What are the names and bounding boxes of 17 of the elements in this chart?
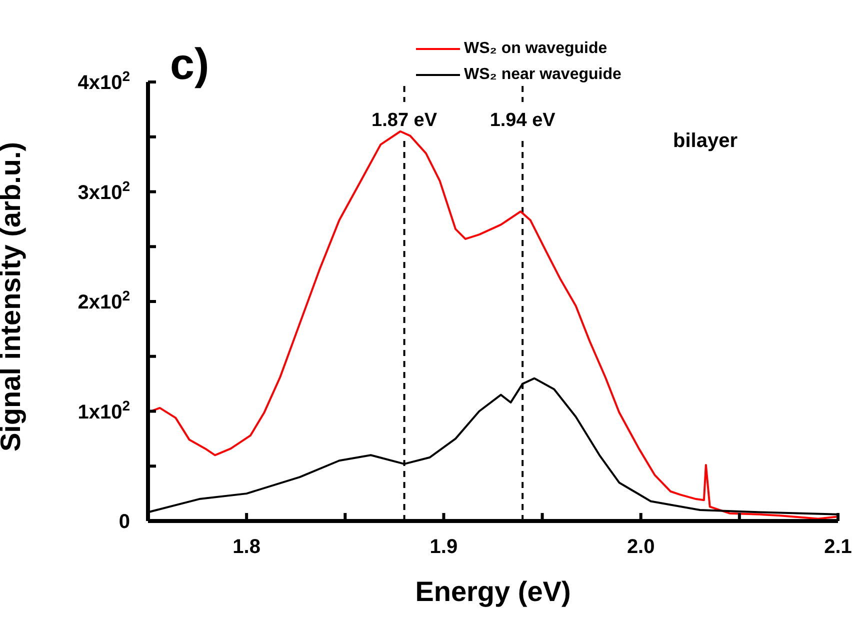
ref-line-label: 1.94 eV (490, 110, 556, 131)
x-tick-label: 1.8 (232, 536, 260, 558)
y-tick-label: 3x10$^{2}$ (78, 178, 130, 204)
y-tick-label: 1x10$^{2}$ (78, 397, 130, 424)
ref-line-label: 1.87 eV (372, 110, 438, 131)
legend-label: WS₂ on waveguide (464, 40, 608, 58)
y-tick-label: 4x10$^{2}$ (78, 68, 130, 94)
legend-label: WS₂ near waveguide (464, 66, 622, 84)
annotation: bilayer (673, 130, 738, 153)
y-axis-title: Signal intensity (arb.u.) (0, 142, 26, 452)
y-tick-label: 0 (118, 511, 130, 533)
x-tick-label: 2.1 (824, 536, 852, 558)
x-tick-label: 2.0 (626, 536, 655, 558)
x-tick-label: 1.9 (430, 536, 458, 558)
annotation: c) (170, 40, 210, 90)
y-tick-label: 2x10$^{2}$ (78, 288, 130, 314)
x-axis-title: Energy (eV) (415, 576, 571, 607)
